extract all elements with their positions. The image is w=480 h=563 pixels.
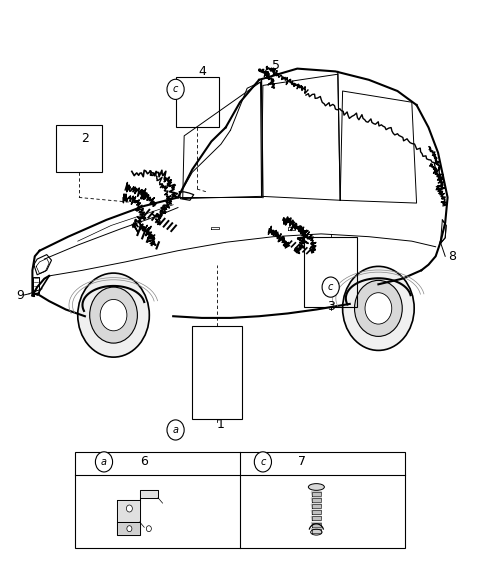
Circle shape [355, 280, 402, 337]
Text: 4: 4 [198, 65, 206, 78]
Text: 1: 1 [217, 418, 225, 431]
Circle shape [167, 420, 184, 440]
Circle shape [146, 526, 151, 531]
Circle shape [90, 287, 137, 343]
Text: c: c [173, 84, 178, 95]
Circle shape [322, 277, 339, 297]
Polygon shape [117, 490, 158, 522]
Circle shape [96, 452, 113, 472]
Polygon shape [312, 510, 322, 514]
Bar [192, 327, 242, 419]
Polygon shape [312, 529, 322, 533]
Bar [176, 77, 218, 127]
Circle shape [126, 505, 132, 512]
Circle shape [254, 452, 272, 472]
Polygon shape [312, 522, 322, 526]
Ellipse shape [308, 484, 324, 490]
Polygon shape [312, 492, 322, 496]
Text: 8: 8 [448, 250, 456, 263]
Bar [75, 452, 405, 548]
Circle shape [127, 526, 132, 531]
Text: a: a [101, 457, 107, 467]
Polygon shape [312, 498, 322, 502]
Polygon shape [117, 522, 140, 535]
Text: a: a [173, 425, 179, 435]
Text: c: c [328, 282, 333, 292]
Text: c: c [260, 457, 265, 467]
Text: 9: 9 [16, 289, 24, 302]
Text: 3: 3 [327, 300, 335, 313]
Circle shape [78, 273, 149, 357]
Bar [304, 236, 357, 307]
Text: 2: 2 [81, 132, 89, 145]
Polygon shape [312, 516, 322, 520]
Circle shape [167, 79, 184, 100]
Circle shape [343, 266, 414, 350]
Bar [56, 124, 102, 172]
Ellipse shape [311, 529, 322, 535]
Polygon shape [312, 504, 322, 508]
Circle shape [365, 293, 392, 324]
Text: 7: 7 [298, 455, 306, 468]
Circle shape [100, 300, 127, 331]
Text: 5: 5 [272, 59, 280, 72]
Text: 6: 6 [141, 455, 148, 468]
